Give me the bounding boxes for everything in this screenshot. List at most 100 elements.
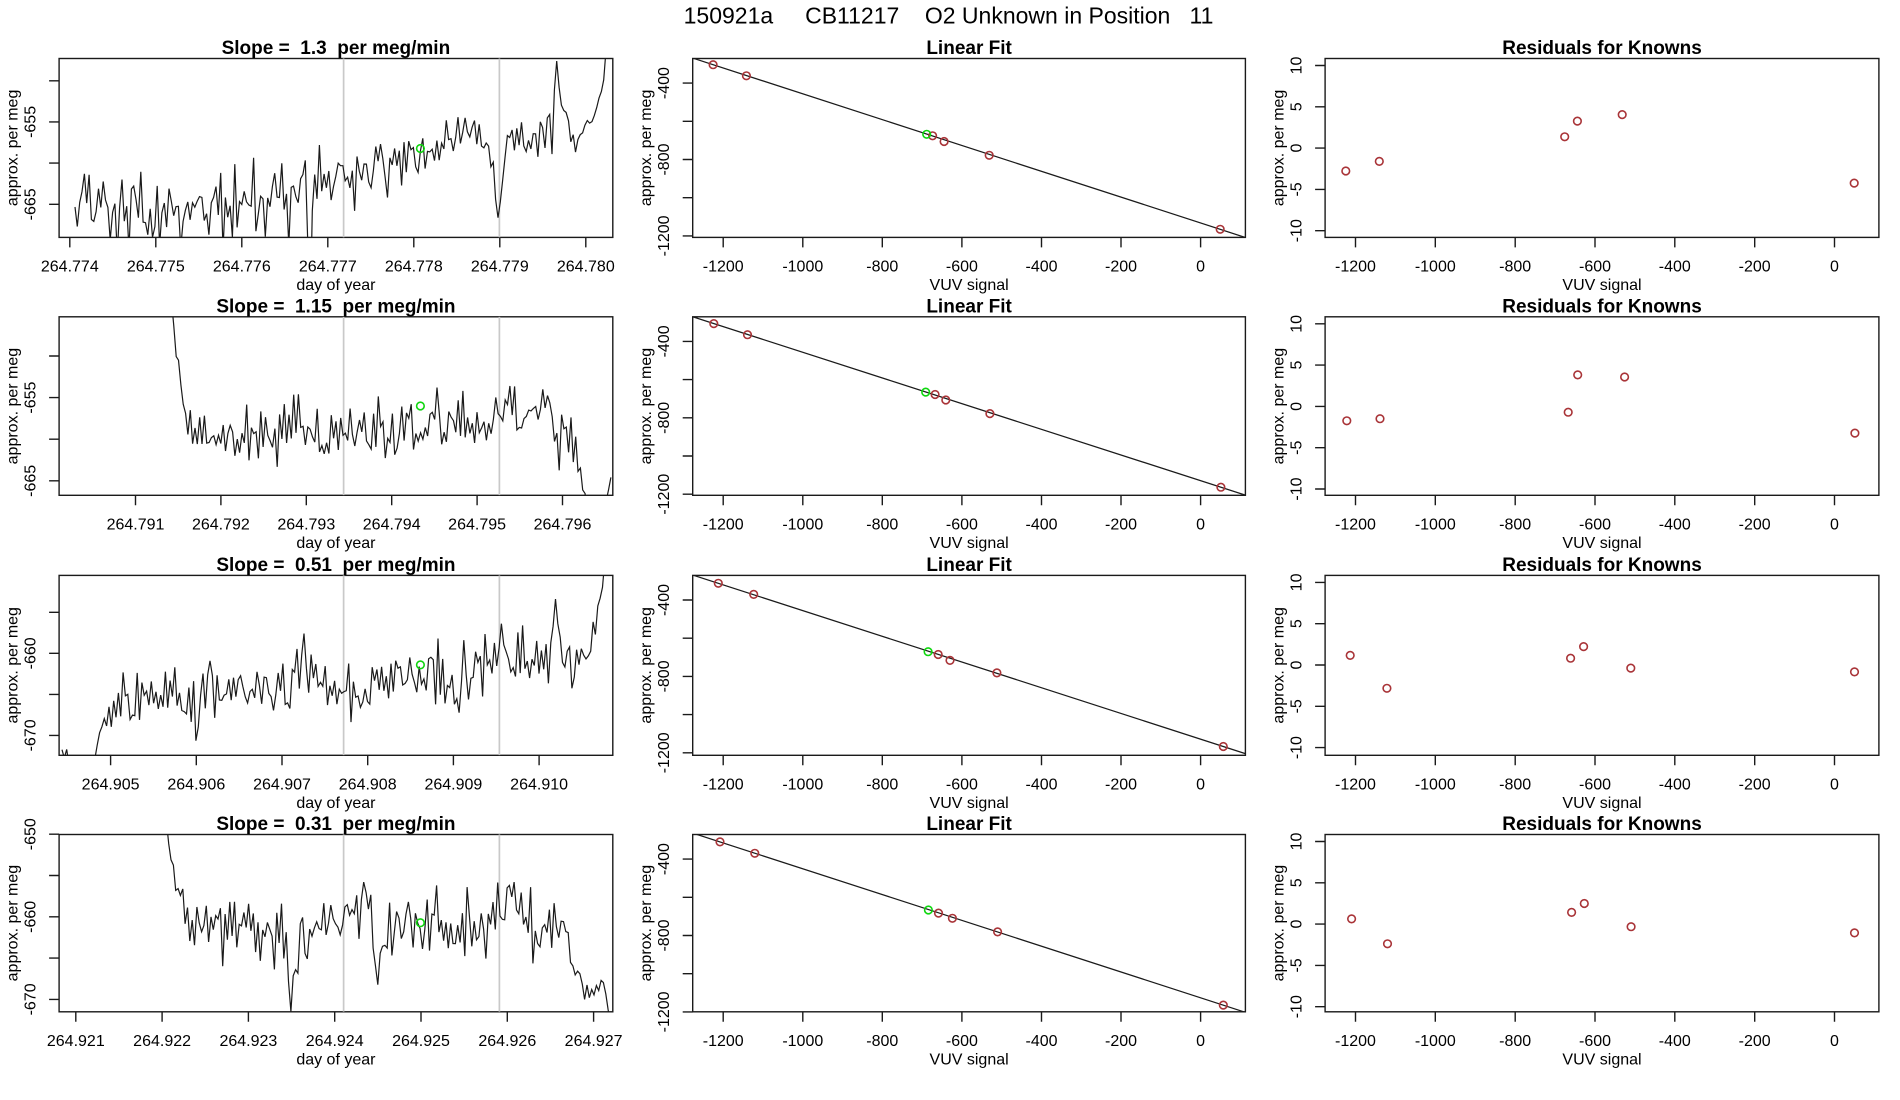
svg-text:approx. per meg: approx. per meg bbox=[1271, 865, 1288, 982]
svg-text:264.791: 264.791 bbox=[107, 516, 165, 533]
svg-text:VUV signal: VUV signal bbox=[930, 1051, 1009, 1068]
svg-text:approx. per meg: approx. per meg bbox=[5, 865, 22, 982]
svg-text:-200: -200 bbox=[1105, 516, 1137, 533]
svg-text:264.905: 264.905 bbox=[82, 776, 140, 793]
svg-text:264.925: 264.925 bbox=[392, 1033, 450, 1050]
svg-text:Linear Fit: Linear Fit bbox=[926, 555, 1012, 576]
svg-text:-400: -400 bbox=[656, 584, 673, 616]
svg-text:264.774: 264.774 bbox=[41, 258, 99, 275]
svg-text:264.907: 264.907 bbox=[253, 776, 311, 793]
svg-text:-800: -800 bbox=[656, 402, 673, 434]
svg-text:-600: -600 bbox=[1579, 516, 1611, 533]
svg-text:day of year: day of year bbox=[296, 277, 376, 294]
svg-text:-1000: -1000 bbox=[782, 516, 823, 533]
svg-text:approx. per meg: approx. per meg bbox=[5, 90, 22, 207]
svg-text:approx. per meg: approx. per meg bbox=[638, 607, 655, 724]
svg-text:approx. per meg: approx. per meg bbox=[1271, 348, 1288, 465]
svg-text:264.910: 264.910 bbox=[510, 776, 568, 793]
svg-text:approx. per meg: approx. per meg bbox=[5, 607, 22, 724]
svg-text:-200: -200 bbox=[1105, 258, 1137, 275]
svg-text:264.922: 264.922 bbox=[133, 1033, 191, 1050]
svg-text:-10: -10 bbox=[1289, 219, 1306, 242]
svg-text:0: 0 bbox=[1830, 776, 1839, 793]
svg-text:day of year: day of year bbox=[296, 1051, 376, 1068]
svg-text:Slope = 1.15 per meg/min: Slope = 1.15 per meg/min bbox=[216, 296, 455, 317]
svg-text:-400: -400 bbox=[1659, 516, 1691, 533]
svg-text:264.924: 264.924 bbox=[306, 1033, 364, 1050]
svg-text:264.793: 264.793 bbox=[277, 516, 335, 533]
svg-text:0: 0 bbox=[1830, 1033, 1839, 1050]
svg-text:-800: -800 bbox=[1499, 516, 1531, 533]
svg-text:-1200: -1200 bbox=[703, 776, 744, 793]
svg-text:-800: -800 bbox=[866, 516, 898, 533]
svg-text:VUV signal: VUV signal bbox=[930, 277, 1009, 294]
svg-text:10: 10 bbox=[1289, 315, 1306, 333]
svg-text:approx. per meg: approx. per meg bbox=[638, 348, 655, 465]
svg-text:Residuals for Knowns: Residuals for Knowns bbox=[1502, 814, 1702, 835]
svg-text:-400: -400 bbox=[1025, 776, 1057, 793]
svg-text:264.779: 264.779 bbox=[471, 258, 529, 275]
svg-text:-600: -600 bbox=[1579, 776, 1611, 793]
svg-text:-1200: -1200 bbox=[656, 732, 673, 773]
svg-text:-200: -200 bbox=[1105, 776, 1137, 793]
svg-text:264.926: 264.926 bbox=[478, 1033, 536, 1050]
svg-text:10: 10 bbox=[1289, 573, 1306, 591]
svg-text:-1000: -1000 bbox=[782, 776, 823, 793]
svg-text:264.921: 264.921 bbox=[47, 1033, 105, 1050]
svg-text:0: 0 bbox=[1289, 402, 1306, 411]
svg-text:264.795: 264.795 bbox=[448, 516, 506, 533]
svg-text:-5: -5 bbox=[1289, 182, 1306, 196]
svg-text:-1000: -1000 bbox=[1415, 258, 1456, 275]
svg-text:-1000: -1000 bbox=[1415, 776, 1456, 793]
svg-text:-200: -200 bbox=[1739, 1033, 1771, 1050]
svg-text:-600: -600 bbox=[946, 516, 978, 533]
svg-text:-10: -10 bbox=[1289, 995, 1306, 1018]
svg-text:-600: -600 bbox=[946, 1033, 978, 1050]
svg-text:264.775: 264.775 bbox=[127, 258, 185, 275]
svg-text:-800: -800 bbox=[656, 919, 673, 951]
svg-text:Linear Fit: Linear Fit bbox=[926, 296, 1012, 317]
svg-text:approx. per meg: approx. per meg bbox=[5, 348, 22, 465]
svg-text:-200: -200 bbox=[1105, 1033, 1137, 1050]
svg-text:-1200: -1200 bbox=[656, 474, 673, 515]
svg-text:approx. per meg: approx. per meg bbox=[638, 90, 655, 207]
svg-text:264.794: 264.794 bbox=[363, 516, 421, 533]
svg-text:-800: -800 bbox=[1499, 258, 1531, 275]
svg-text:VUV signal: VUV signal bbox=[1562, 535, 1641, 552]
svg-text:-1200: -1200 bbox=[703, 258, 744, 275]
svg-text:-200: -200 bbox=[1739, 516, 1771, 533]
svg-text:-200: -200 bbox=[1739, 776, 1771, 793]
svg-text:-650: -650 bbox=[23, 818, 40, 850]
svg-text:-1000: -1000 bbox=[1415, 1033, 1456, 1050]
svg-text:5: 5 bbox=[1289, 102, 1306, 111]
svg-text:VUV signal: VUV signal bbox=[1562, 277, 1641, 294]
svg-text:-660: -660 bbox=[23, 901, 40, 933]
svg-text:-1200: -1200 bbox=[1335, 258, 1376, 275]
svg-text:Linear Fit: Linear Fit bbox=[926, 814, 1012, 835]
svg-text:-800: -800 bbox=[866, 258, 898, 275]
svg-text:10: 10 bbox=[1289, 57, 1306, 75]
svg-text:VUV signal: VUV signal bbox=[930, 535, 1009, 552]
svg-text:-800: -800 bbox=[656, 143, 673, 175]
svg-text:-400: -400 bbox=[656, 325, 673, 357]
svg-text:0: 0 bbox=[1196, 258, 1205, 275]
svg-text:-800: -800 bbox=[1499, 776, 1531, 793]
svg-text:-1200: -1200 bbox=[703, 516, 744, 533]
svg-text:0: 0 bbox=[1196, 1033, 1205, 1050]
svg-text:0: 0 bbox=[1830, 516, 1839, 533]
svg-text:day of year: day of year bbox=[296, 795, 376, 812]
svg-text:0: 0 bbox=[1196, 516, 1205, 533]
svg-text:-600: -600 bbox=[946, 258, 978, 275]
svg-text:-600: -600 bbox=[946, 776, 978, 793]
svg-text:Slope = 0.51 per meg/min: Slope = 0.51 per meg/min bbox=[216, 555, 455, 576]
svg-text:0: 0 bbox=[1289, 920, 1306, 929]
svg-text:0: 0 bbox=[1830, 258, 1839, 275]
svg-text:264.776: 264.776 bbox=[213, 258, 271, 275]
svg-text:-400: -400 bbox=[1659, 258, 1691, 275]
svg-text:-800: -800 bbox=[866, 1033, 898, 1050]
svg-text:Slope = 1.3 per meg/min: Slope = 1.3 per meg/min bbox=[222, 38, 451, 59]
svg-text:Residuals for Knowns: Residuals for Knowns bbox=[1502, 296, 1702, 317]
svg-text:-655: -655 bbox=[23, 381, 40, 413]
svg-text:264.908: 264.908 bbox=[339, 776, 397, 793]
svg-text:150921a CB11217 O2 Unkn: 150921a CB11217 O2 Unknown in Position 1… bbox=[684, 3, 1214, 29]
